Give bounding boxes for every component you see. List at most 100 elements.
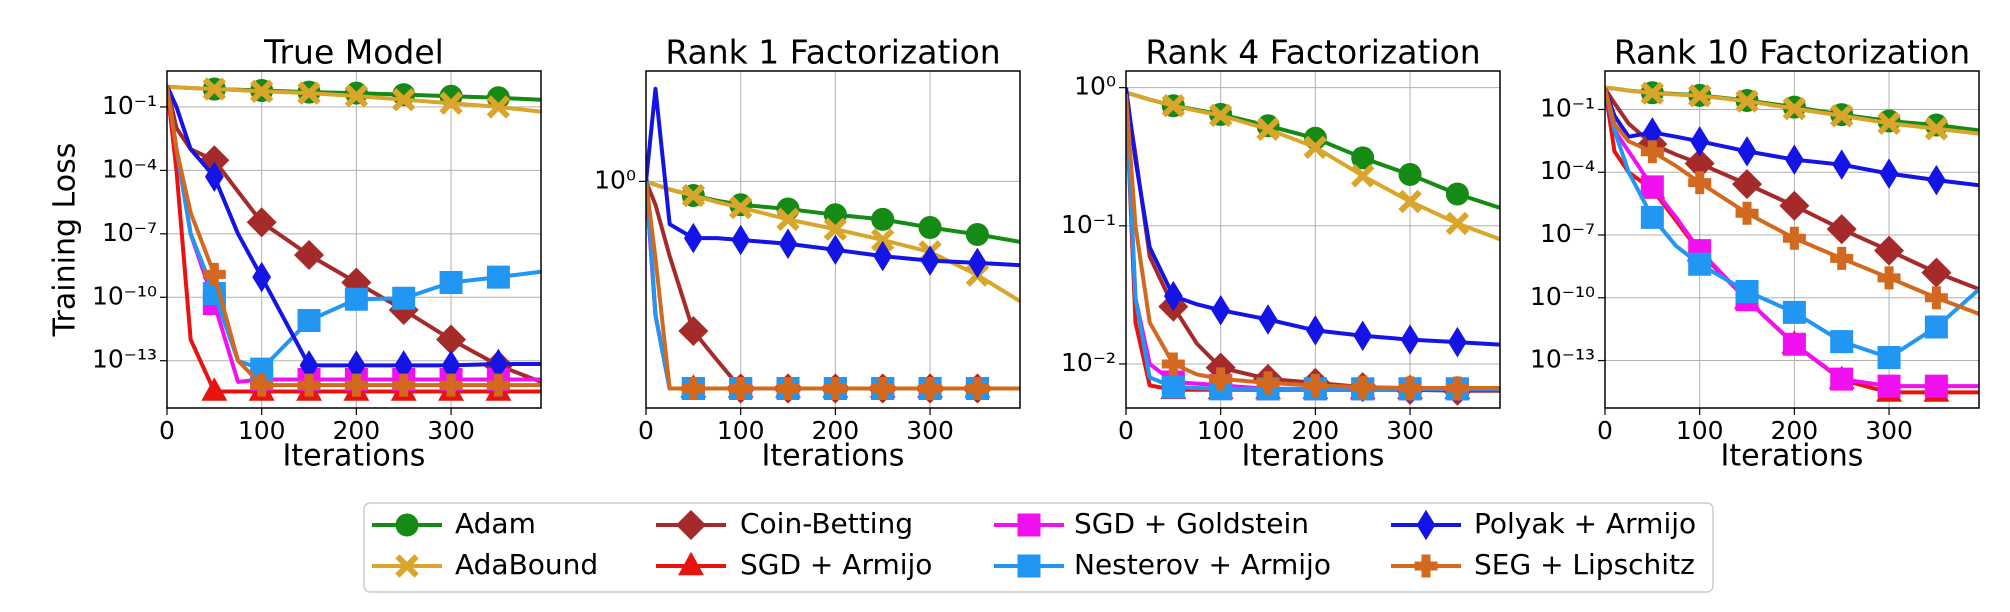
y-tick-label: 10⁻⁴: [102, 154, 157, 183]
y-tick-label: 10⁻¹: [1540, 93, 1595, 122]
marker: [1209, 367, 1233, 391]
marker: [1351, 146, 1375, 170]
chart-title: Rank 1 Factorization: [665, 33, 1000, 72]
marker: [1877, 266, 1901, 290]
x-tick-label: 100: [717, 416, 765, 445]
marker: [1303, 373, 1327, 397]
marker: [202, 262, 226, 286]
marker: [392, 87, 416, 112]
marker: [1640, 140, 1664, 164]
marker: [1924, 374, 1948, 398]
marker: [1351, 375, 1375, 399]
marker: [918, 216, 942, 240]
legend-label: SGD + Goldstein: [1074, 507, 1309, 540]
marker: [1877, 111, 1901, 135]
marker: [439, 270, 463, 294]
y-tick-label: 10⁻⁷: [1540, 219, 1595, 248]
marker: [1398, 163, 1422, 187]
marker: [250, 373, 274, 397]
marker: [918, 376, 942, 400]
legend-item: Coin-Betting: [656, 507, 913, 541]
plot-frame: [166, 70, 542, 409]
marker: [823, 376, 847, 400]
marker: [1258, 304, 1278, 335]
legend-label: SGD + Armijo: [740, 548, 932, 581]
subplot: 0 100 200 300 10⁻¹ 10⁻⁴ 10⁻⁷ 10⁻¹⁰ 10⁻¹³ Rank 10 …: [1530, 33, 1980, 474]
marker: [486, 265, 510, 289]
legend-marker: [1017, 513, 1041, 537]
marker: [1353, 320, 1373, 352]
marker: [344, 287, 368, 311]
y-tick-label: 10⁰: [1074, 72, 1116, 101]
x-tick-label: 0: [159, 416, 175, 445]
legend-marker: [395, 554, 419, 578]
marker: [1737, 136, 1757, 167]
marker: [204, 161, 224, 192]
legend-item: SGD + Goldstein: [994, 507, 1309, 540]
y-tick-label: 10⁻¹³: [92, 345, 157, 374]
marker: [392, 373, 416, 397]
marker: [1398, 376, 1422, 400]
marker: [1924, 117, 1949, 141]
marker: [965, 222, 989, 246]
x-tick-label: 300: [1386, 416, 1434, 445]
marker: [486, 95, 511, 119]
marker: [1161, 94, 1186, 118]
x-tick-label: 200: [812, 416, 860, 445]
legend-label: Nesterov + Armijo: [1074, 548, 1331, 581]
marker: [681, 376, 705, 400]
marker: [1398, 189, 1422, 214]
marker: [1640, 81, 1665, 105]
y-tick-label: 10⁻²: [1061, 348, 1116, 377]
series-line: [167, 85, 541, 394]
marker: [731, 224, 751, 256]
marker: [486, 373, 510, 397]
marker: [1830, 246, 1854, 270]
plot-frame: [1125, 70, 1501, 409]
marker: [1161, 352, 1185, 376]
marker: [1877, 345, 1901, 369]
x-tick-label: 300: [1865, 416, 1913, 445]
legend-item: AdaBound: [372, 548, 598, 581]
legend-label: SEG + Lipschitz: [1474, 548, 1695, 581]
plot-frame: [645, 70, 1021, 409]
plot-frame: [1604, 70, 1980, 409]
y-tick-label: 10⁻⁷: [102, 218, 157, 247]
chart-title: True Model: [263, 33, 444, 72]
x-axis-label: Iterations: [762, 439, 905, 474]
marker: [1826, 214, 1857, 245]
legend-marker: [678, 551, 704, 576]
marker: [392, 286, 416, 310]
legend-marker: [675, 509, 707, 541]
y-tick-label: 10⁻¹⁰: [92, 281, 157, 310]
marker: [439, 373, 463, 397]
marker: [252, 261, 272, 293]
marker: [1256, 117, 1280, 141]
legend-item: Polyak + Armijo: [1391, 507, 1696, 541]
marker: [825, 234, 845, 266]
series-line: [1605, 85, 1979, 136]
marker: [1445, 211, 1470, 236]
marker: [681, 183, 706, 208]
marker: [1735, 89, 1759, 113]
marker: [344, 84, 369, 108]
series-layer: [646, 86, 1020, 404]
marker: [683, 222, 703, 254]
series-layer: [167, 77, 541, 401]
series-layer: [1126, 87, 1500, 406]
marker: [871, 376, 895, 400]
marker: [1163, 280, 1183, 312]
x-axis-label: Iterations: [1721, 439, 1864, 474]
series-line: [167, 84, 541, 114]
chart-title: Rank 4 Factorization: [1145, 33, 1480, 72]
marker: [823, 217, 848, 241]
marker: [249, 79, 274, 103]
series-layer: [1605, 81, 1979, 402]
marker: [1782, 226, 1806, 250]
legend-item: Adam: [372, 507, 536, 540]
legend-marker: [395, 513, 419, 537]
legend-label: AdaBound: [455, 548, 598, 581]
marker: [873, 240, 893, 272]
legend-item: Nesterov + Armijo: [994, 548, 1331, 581]
subplot: 0 100 200 300 10⁻¹ 10⁻⁴ 10⁻⁷ 10⁻¹⁰ 10⁻¹³ True Mod…: [48, 33, 542, 474]
